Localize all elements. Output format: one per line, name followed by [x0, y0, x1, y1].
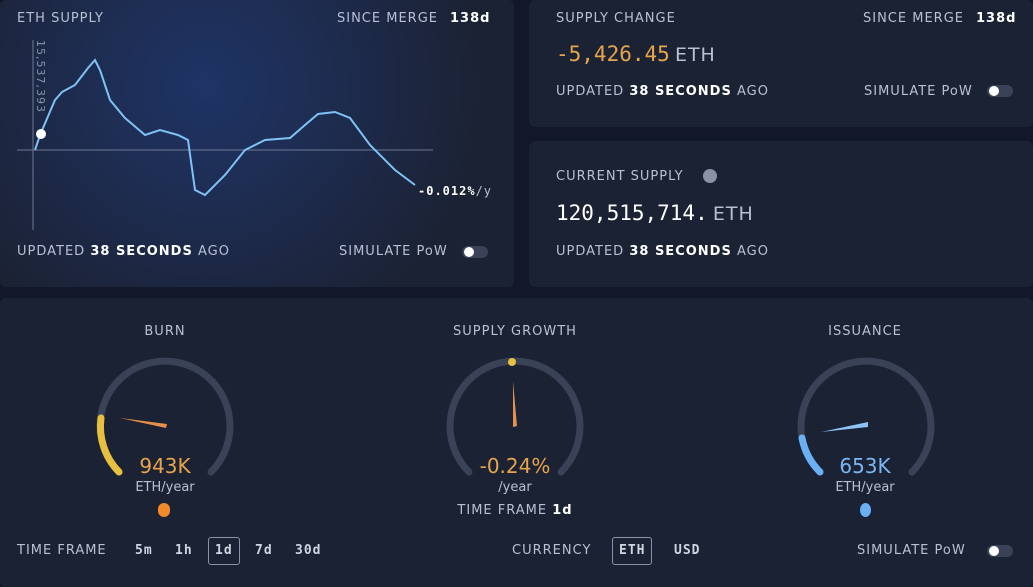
growth-value: -0.24%: [479, 454, 551, 478]
option-button[interactable]: 1d: [208, 537, 240, 565]
axis-label: 15,537,393: [34, 40, 47, 113]
simulate-toggle[interactable]: [987, 545, 1013, 557]
burn-gauge: [96, 357, 234, 476]
burn-unit: ETH/year: [135, 480, 195, 495]
gauges: [96, 357, 935, 476]
title: SUPPLY CHANGE: [556, 11, 676, 26]
eth-supply-panel: ETH SUPPLY SINCE MERGE 138d 15,537,393 -…: [0, 0, 514, 287]
since-value: 138d: [450, 11, 491, 26]
updated: UPDATED 38 SECONDS AGO: [17, 244, 230, 259]
current-supply-panel: CURRENT SUPPLY 120,515,714. ETH UPDATED …: [529, 141, 1033, 287]
value: 120,515,714. ETH: [556, 201, 754, 225]
info-icon[interactable]: [703, 169, 717, 183]
issuance-title: ISSUANCE: [828, 324, 902, 339]
merge-marker: [36, 129, 46, 139]
drop-icon: [860, 503, 871, 517]
simulate-toggle[interactable]: [462, 246, 488, 258]
burn-value: 943K: [139, 454, 191, 478]
issuance-gauge: [797, 357, 935, 476]
burn-title: BURN: [144, 324, 186, 339]
option-button[interactable]: 5m: [135, 543, 153, 558]
option-button[interactable]: USD: [674, 543, 701, 558]
time-frame-label: TIME FRAME: [17, 543, 107, 558]
simulate-label: SIMULATE PoW: [864, 84, 973, 99]
updated: UPDATED 38 SECONDS AGO: [556, 244, 769, 259]
supply-growth-gauge: [446, 357, 584, 476]
currency-label: CURRENCY: [512, 543, 592, 558]
option-button[interactable]: 1h: [175, 543, 193, 558]
simulate-label: SIMULATE PoW: [339, 244, 448, 259]
since-label: SINCE MERGE: [863, 11, 964, 26]
since-value: 138d: [976, 11, 1017, 26]
growth-title: SUPPLY GROWTH: [453, 324, 577, 339]
supply-chart: 15,537,393 -0.012%/y: [17, 40, 492, 230]
title: CURRENT SUPPLY: [556, 169, 684, 184]
growth-unit: /year: [498, 480, 532, 495]
supply-line: [34, 58, 416, 197]
value: -5,426.45 ETH: [556, 42, 716, 66]
updated: UPDATED 38 SECONDS AGO: [556, 84, 769, 99]
since-label: SINCE MERGE: [337, 11, 438, 26]
gauges-panel: BURN 943K ETH/year SUPPLY GROWTH -0.24% …: [0, 298, 1033, 587]
option-button[interactable]: 7d: [255, 543, 273, 558]
growth-time-frame: TIME FRAME 1d: [457, 503, 573, 518]
option-button[interactable]: 30d: [295, 543, 322, 558]
fire-icon: [158, 503, 170, 517]
simulate-toggle[interactable]: [987, 85, 1013, 97]
issuance-unit: ETH/year: [835, 480, 895, 495]
option-button[interactable]: ETH: [612, 537, 653, 565]
supply-change-panel: SUPPLY CHANGE SINCE MERGE 138d -5,426.45…: [529, 0, 1033, 127]
simulate-label: SIMULATE PoW: [857, 543, 966, 558]
issuance-value: 653K: [839, 454, 891, 478]
rate: -0.012%/y: [418, 184, 492, 198]
title: ETH SUPPLY: [17, 11, 104, 26]
